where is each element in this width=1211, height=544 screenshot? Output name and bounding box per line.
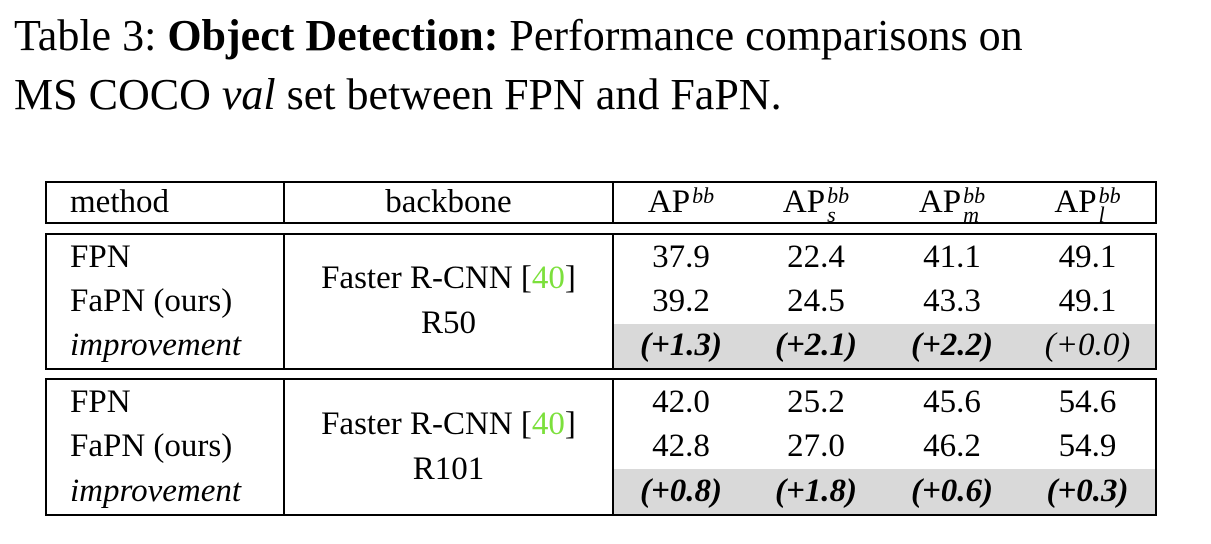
double-rule-gap [45, 224, 1157, 233]
header-ap-l: AP bb l [1020, 183, 1155, 227]
value-cell: 43.3 [923, 282, 981, 319]
ap-scripts: bb l [1098, 183, 1121, 227]
value-cell: 46.2 [923, 428, 981, 465]
improvement-cell: (+1.8) [748, 469, 884, 514]
value-cell: 49.1 [1058, 238, 1117, 275]
cite-bracket-open: [ [520, 260, 532, 297]
ap-scripts: bb m [963, 183, 986, 227]
cite-bracket-close: ] [564, 406, 576, 442]
ap-scripts: bb s [827, 183, 850, 227]
value-cell: 42.8 [612, 424, 748, 470]
improvement-cell: (+2.2) [884, 323, 1020, 368]
ap-scripts: bb [692, 185, 714, 220]
ap-sub: m [963, 202, 979, 227]
ap-sup: bb [692, 183, 715, 208]
method-cell: FPN [70, 383, 131, 420]
caption-end: set between FPN and FaPN. [286, 70, 782, 119]
improvement-cell: (+0.8) [612, 469, 748, 514]
caption-prefix: Table 3: [14, 11, 157, 60]
caption-title-bold: Object Detection: [167, 11, 499, 60]
cite-bracket-close: ] [564, 260, 576, 297]
cite-bracket-open: [ [520, 406, 532, 442]
table-block-r50: FPN FaPN (ours) improvement Faster R-CNN… [45, 233, 1157, 370]
ap-base: AP [647, 184, 691, 220]
method-cell: FaPN (ours) [70, 282, 233, 319]
value-cell: 37.9 [612, 235, 748, 280]
cite-number[interactable]: 40 [531, 260, 565, 297]
improvement-cell: (+2.1) [748, 323, 884, 368]
method-cell-improvement: improvement [70, 473, 242, 510]
method-cell: FPN [70, 238, 131, 275]
backbone-name-line: Faster R-CNN [40] [321, 402, 576, 447]
header-ap-m: AP bb m [884, 183, 1020, 227]
caption-val-italic: val [221, 70, 276, 119]
cite-number[interactable]: 40 [531, 406, 565, 442]
caption-dataset: MS COCO [14, 70, 211, 119]
backbone-name: Faster R-CNN [321, 406, 513, 442]
backbone-name-line: Faster R-CNN [40] [321, 256, 576, 301]
table-header-row: method backbone AP bb AP bb s AP bb m AP bb l [45, 181, 1157, 227]
value-cell: 22.4 [787, 238, 845, 275]
value-cell: 27.0 [787, 428, 845, 465]
backbone-variant: R101 [412, 451, 485, 487]
improvement-cell: (+0.3) [1020, 469, 1155, 514]
table-block-r101: FPN FaPN (ours) improvement Faster R-CNN… [45, 378, 1157, 516]
method-cell: FaPN (ours) [70, 428, 233, 465]
value-cell: 41.1 [923, 238, 981, 275]
ap-base: AP [918, 184, 962, 220]
caption-line-2: MS COCO val set between FPN and FaPN. [14, 65, 1023, 124]
value-cell: 54.9 [1058, 428, 1117, 465]
value-cell: 42.0 [612, 380, 748, 425]
improvement-cell: (+0.6) [884, 469, 1020, 514]
ap-sub: s [827, 202, 836, 227]
table-caption: Table 3: Object Detection: Performance c… [14, 6, 1023, 124]
improvement-cell: (+1.3) [612, 323, 748, 368]
header-ap-s: AP bb s [748, 183, 884, 227]
ap-sub [692, 204, 714, 220]
value-cell: 25.2 [787, 383, 845, 420]
value-cell: 49.1 [1058, 282, 1117, 319]
caption-line-1: Table 3: Object Detection: Performance c… [14, 6, 1023, 65]
backbone-variant: R50 [420, 305, 476, 342]
ap-sub: l [1098, 202, 1105, 227]
citation-ref[interactable]: [40] [521, 406, 576, 442]
ap-base: AP [782, 184, 826, 220]
value-cell: 54.6 [1058, 383, 1117, 420]
ap-sup: bb [1098, 183, 1121, 208]
ap-base: AP [1054, 184, 1097, 220]
results-table: method backbone AP bb AP bb s AP bb m AP bb l F… [45, 181, 1157, 516]
value-cell: 45.6 [923, 383, 981, 420]
header-ap: AP bb [612, 183, 748, 222]
value-cell: 24.5 [787, 282, 845, 319]
improvement-cell: (+0.0) [1020, 323, 1155, 368]
header-backbone: backbone [283, 183, 612, 222]
double-rule-gap [45, 370, 1157, 378]
citation-ref[interactable]: [40] [521, 260, 576, 296]
backbone-cell: Faster R-CNN [40] R101 [283, 380, 612, 514]
ap-sup: bb [827, 183, 850, 208]
header-method: method [70, 184, 169, 220]
backbone-cell: Faster R-CNN [40] R50 [283, 235, 612, 368]
ap-sup: bb [963, 183, 986, 208]
backbone-name: Faster R-CNN [321, 260, 513, 297]
value-cell: 39.2 [612, 279, 748, 324]
method-cell-improvement: improvement [70, 327, 242, 364]
caption-rest: Performance comparisons on [509, 11, 1023, 60]
